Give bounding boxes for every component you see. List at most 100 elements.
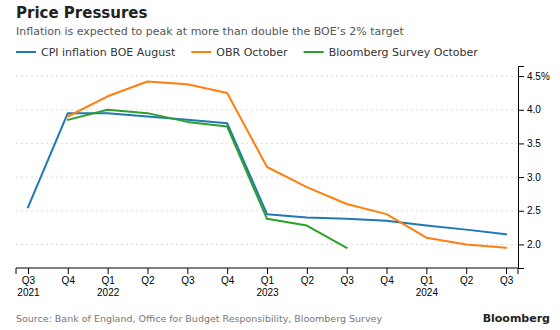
x-tick-label-line: Q3	[181, 275, 195, 286]
x-tick-label-line: Q2	[301, 275, 315, 286]
y-tick: 2.5	[518, 205, 541, 216]
x-tick-label: Q12023	[256, 275, 279, 298]
x-tick: Q12024	[416, 268, 439, 298]
x-tick-label-line: 2021	[17, 287, 40, 298]
x-tick-label-line: Q4	[380, 275, 394, 286]
x-tick-label-line: 2022	[97, 287, 120, 298]
x-tick-label: Q2	[141, 275, 155, 286]
x-tick-mark	[466, 268, 467, 274]
x-tick-label: Q32021	[17, 275, 40, 298]
legend-item: Bloomberg Survey October	[304, 46, 479, 59]
x-tick-mark	[147, 268, 148, 274]
x-tick-mark	[267, 268, 268, 274]
x-tick: Q4	[380, 268, 394, 286]
x-tick: Q4	[62, 268, 76, 286]
y-tick: 2.0	[518, 239, 541, 250]
y-tick-label: 3.0	[527, 172, 541, 183]
x-tick: Q32021	[17, 268, 40, 298]
x-tick-label: Q3	[500, 275, 514, 286]
lines	[28, 81, 506, 247]
x-tick-label: Q2	[460, 275, 474, 286]
y-tick-label: 2.0	[527, 239, 541, 250]
grid-line	[16, 210, 518, 211]
title: Price Pressures	[16, 4, 147, 22]
x-tick-label-line: Q3	[22, 275, 36, 286]
y-tick: 3.5	[518, 138, 541, 149]
x-tick-label: Q3	[181, 275, 195, 286]
legend-item: CPI inflation BOE August	[16, 46, 176, 59]
x-tick: Q12023	[256, 268, 279, 298]
x-axis: Q32021Q4Q12022Q2Q3Q4Q12023Q2Q3Q4Q12024Q2…	[16, 268, 518, 298]
x-tick-mark	[68, 268, 69, 274]
x-tick-mark	[227, 268, 228, 274]
y-tick: 4.5%	[518, 71, 550, 82]
x-tick: Q2	[460, 268, 474, 286]
x-tick-label-line: 2024	[416, 287, 439, 298]
annotation: Bloomberg	[483, 312, 550, 325]
x-tick-label-line: Q2	[460, 275, 474, 286]
x-tick-label: Q2	[301, 275, 315, 286]
x-tick-label-line: Q3	[341, 275, 355, 286]
x-tick-label: Q4	[221, 275, 235, 286]
y-tick: 3.0	[518, 172, 541, 183]
legend-label: Bloomberg Survey October	[329, 46, 479, 59]
legend-swatch	[16, 51, 36, 53]
x-tick-mark	[28, 268, 29, 274]
x-tick-mark	[347, 268, 348, 274]
y-axis-line	[519, 67, 525, 269]
y-tick: 4.0	[518, 104, 541, 115]
x-tick: Q3	[181, 268, 195, 286]
x-tick-label-line: Q4	[62, 275, 76, 286]
grid-line	[16, 109, 518, 110]
x-tick-mark	[506, 268, 507, 274]
source: Source: Bank of England, Office for Budg…	[16, 313, 382, 324]
x-tick-mark	[187, 268, 188, 274]
x-tick: Q4	[221, 268, 235, 286]
x-tick-label: Q4	[62, 275, 76, 286]
grid-line	[16, 177, 518, 178]
subtitle: Inflation is expected to peak at more th…	[16, 25, 404, 38]
x-tick-label-line: Q1	[261, 275, 275, 286]
y-tick-mark	[518, 143, 524, 144]
legend-label: OBR October	[216, 46, 288, 59]
y-axis: 2.0 2.5 3.0 3.5 4.0 4.5%	[518, 67, 550, 269]
x-tick-mark	[426, 268, 427, 274]
x-tick-label-line: 2023	[256, 287, 279, 298]
legend-item: OBR October	[191, 46, 288, 59]
x-tick: Q3	[500, 268, 514, 286]
y-tick-mark	[518, 76, 524, 77]
x-tick-label-line: Q2	[141, 275, 155, 286]
x-tick-label-line: Q3	[500, 275, 514, 286]
x-tick-label-line: Q4	[221, 275, 235, 286]
x-tick: Q2	[301, 268, 315, 286]
chart: Price Pressures Inflation is expected to …	[0, 0, 560, 330]
plot: 2.02.53.03.54.04.5%Q32021Q4Q12022Q2Q3Q4Q…	[16, 67, 550, 298]
y-tick-mark	[518, 177, 524, 178]
x-tick-label: Q3	[341, 275, 355, 286]
x-tick: Q3	[341, 268, 355, 286]
x-tick-mark	[307, 268, 308, 274]
grid-line	[16, 143, 518, 144]
legend-label: CPI inflation BOE August	[41, 46, 176, 59]
x-tick-label: Q4	[380, 275, 394, 286]
x-tick-label: Q12022	[97, 275, 120, 298]
x-tick-label-line: Q1	[101, 275, 115, 286]
y-tick-label: 4.5%	[527, 71, 550, 82]
y-tick-mark	[518, 244, 524, 245]
y-tick-mark	[518, 211, 524, 212]
series-line	[68, 110, 347, 248]
y-tick-mark	[518, 110, 524, 111]
x-tick-label-line: Q1	[420, 275, 434, 286]
grid-line	[16, 244, 518, 245]
series-line	[68, 81, 506, 247]
y-tick-label: 4.0	[527, 104, 541, 115]
x-tick: Q2	[141, 268, 155, 286]
legend-swatch	[304, 51, 324, 53]
y-tick-label: 2.5	[527, 205, 541, 216]
x-tick: Q12022	[97, 268, 120, 298]
legend-swatch	[191, 51, 211, 53]
x-tick-mark	[108, 268, 109, 274]
x-tick-label: Q12024	[416, 275, 439, 298]
x-tick-mark	[387, 268, 388, 274]
y-tick-label: 3.5	[527, 138, 541, 149]
